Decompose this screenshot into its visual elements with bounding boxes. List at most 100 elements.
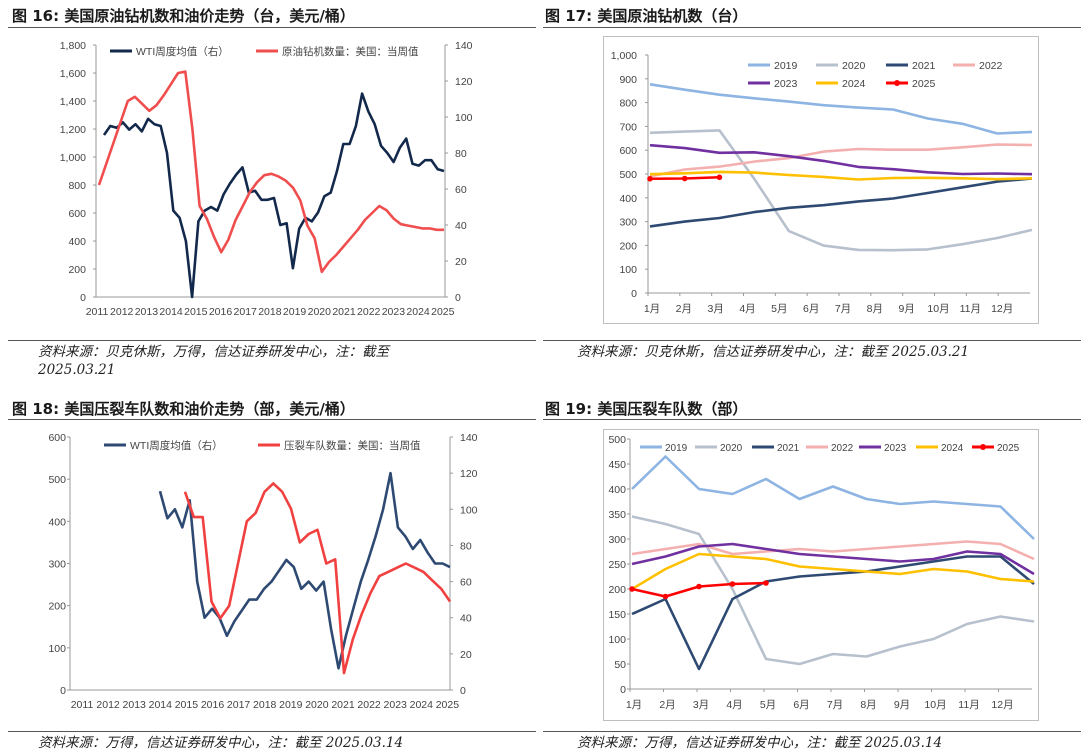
series-point-2025 bbox=[681, 175, 688, 182]
rule-top-right bbox=[543, 27, 1081, 28]
series-point-2025 bbox=[696, 583, 702, 590]
y-tick-label: 800 bbox=[619, 98, 637, 110]
x-tick-label: 10月 bbox=[927, 303, 949, 315]
y-tick-label: 200 bbox=[619, 240, 637, 252]
legend-label: 2025 bbox=[997, 443, 1020, 454]
x-tick-label: 7月 bbox=[835, 303, 851, 315]
x-tick-label: 5月 bbox=[760, 699, 776, 711]
series-point-2025 bbox=[729, 581, 736, 587]
series-line-WTI周度均值（右） bbox=[158, 471, 451, 670]
y2-tick-label: 120 bbox=[460, 468, 478, 480]
series-point-2025 bbox=[716, 174, 723, 181]
y2-tick-label: 100 bbox=[460, 504, 478, 516]
x-tick-label: 4月 bbox=[739, 303, 755, 315]
x-tick-label: 2月 bbox=[676, 303, 692, 315]
x-tick-label: 8月 bbox=[867, 303, 883, 315]
y-tick-label: 300 bbox=[619, 217, 637, 229]
x-tick-label: 2025 bbox=[436, 699, 460, 711]
y-tick-label: 200 bbox=[608, 584, 626, 596]
x-tick-label: 2019 bbox=[283, 306, 307, 318]
x-tick-label: 9月 bbox=[894, 699, 910, 711]
x-tick-label: 3月 bbox=[707, 303, 723, 315]
x-tick-label: 9月 bbox=[898, 303, 914, 315]
x-tick-label: 2020 bbox=[308, 306, 332, 318]
chart-0: 02004006008001,0001,2001,4001,6001,80002… bbox=[60, 40, 473, 318]
y-tick-label: 600 bbox=[68, 208, 86, 220]
y-tick-label: 500 bbox=[48, 474, 66, 486]
y-tick-label: 400 bbox=[619, 193, 637, 205]
series-point-2025 bbox=[662, 593, 669, 600]
legend-label: 压裂车队数量：美国：当周值 bbox=[284, 439, 421, 452]
panel-title-17: 图 17: 美国原油钻机数（台） bbox=[545, 7, 748, 25]
legend-label: 原油钻机数量：美国：当周值 bbox=[282, 45, 419, 58]
rule-bot-right bbox=[543, 731, 1081, 732]
legend-marker bbox=[980, 444, 986, 450]
x-tick-label: 2016 bbox=[201, 699, 225, 711]
legend-label: WTI周度均值（右） bbox=[130, 439, 223, 452]
y2-tick-label: 60 bbox=[460, 577, 472, 589]
series-point-2025 bbox=[763, 580, 769, 586]
legend-label: 2025 bbox=[912, 78, 936, 90]
y-tick-label: 0 bbox=[620, 684, 626, 696]
x-tick-label: 1月 bbox=[626, 699, 642, 711]
legend-label: 2024 bbox=[842, 78, 866, 90]
y2-tick-label: 140 bbox=[455, 40, 473, 52]
chart-frame-17 bbox=[603, 36, 1039, 324]
legend-label: 2022 bbox=[831, 443, 854, 454]
x-tick-label: 2015 bbox=[184, 306, 208, 318]
series-line-2022 bbox=[649, 143, 1033, 178]
x-tick-label: 2017 bbox=[227, 699, 251, 711]
series-line-2021 bbox=[649, 177, 1033, 228]
y2-tick-label: 80 bbox=[455, 148, 467, 160]
y-tick-label: 600 bbox=[48, 432, 66, 444]
y-tick-label: 250 bbox=[608, 559, 626, 571]
x-tick-label: 10月 bbox=[924, 699, 946, 711]
y2-tick-label: 40 bbox=[460, 613, 472, 625]
x-tick-label: 2018 bbox=[253, 699, 277, 711]
x-tick-label: 2月 bbox=[659, 699, 675, 711]
y-tick-label: 1,400 bbox=[60, 96, 86, 108]
y-tick-label: 300 bbox=[48, 559, 66, 571]
x-tick-label: 2022 bbox=[357, 699, 381, 711]
x-tick-label: 2011 bbox=[71, 699, 94, 711]
series-point-2025 bbox=[647, 175, 653, 182]
y2-tick-label: 0 bbox=[460, 685, 466, 697]
x-tick-label: 11月 bbox=[958, 699, 979, 711]
rule-mid-right-b bbox=[543, 419, 1081, 420]
legend-label: 2019 bbox=[774, 60, 798, 72]
chart-frame-19 bbox=[603, 429, 1039, 721]
x-tick-label: 2023 bbox=[382, 306, 406, 318]
series-line-2024 bbox=[649, 170, 1033, 181]
legend-label: 2023 bbox=[774, 78, 798, 90]
y-tick-label: 600 bbox=[619, 145, 637, 157]
x-tick-label: 12月 bbox=[991, 303, 1013, 315]
y-tick-label: 300 bbox=[608, 534, 626, 546]
y-tick-label: 100 bbox=[48, 643, 66, 655]
series-line-WTI周度均值（右） bbox=[102, 92, 445, 299]
series-line-2022 bbox=[631, 540, 1035, 561]
y-tick-label: 0 bbox=[631, 288, 637, 300]
x-tick-label: 2015 bbox=[175, 699, 199, 711]
x-tick-label: 2011 bbox=[86, 306, 109, 318]
x-tick-label: 2013 bbox=[123, 699, 147, 711]
y2-tick-label: 100 bbox=[455, 112, 473, 124]
x-tick-label: 8月 bbox=[860, 699, 876, 711]
legend-label: 2024 bbox=[941, 443, 964, 454]
y-tick-label: 100 bbox=[608, 634, 626, 646]
x-tick-label: 2022 bbox=[357, 306, 381, 318]
x-tick-label: 2023 bbox=[384, 699, 408, 711]
series-line-2023 bbox=[649, 143, 1033, 176]
y-tick-label: 400 bbox=[48, 516, 66, 528]
source-note-19: 资料来源：万得，信达证券研发中心，注：截至 2025.03.14 bbox=[577, 735, 943, 751]
legend-label: 2021 bbox=[912, 60, 936, 72]
y2-tick-label: 80 bbox=[460, 540, 472, 552]
series-line-2019 bbox=[631, 455, 1035, 540]
y-tick-label: 1,000 bbox=[60, 152, 86, 164]
y-tick-label: 400 bbox=[68, 236, 86, 248]
x-tick-label: 1月 bbox=[644, 303, 660, 315]
source-note-18: 资料来源：万得，信达证券研发中心，注：截至 2025.03.14 bbox=[38, 735, 404, 751]
legend-label: 2023 bbox=[884, 443, 907, 454]
series-line-2021 bbox=[631, 555, 1035, 671]
x-tick-label: 2025 bbox=[431, 306, 455, 318]
x-tick-label: 2016 bbox=[209, 306, 233, 318]
